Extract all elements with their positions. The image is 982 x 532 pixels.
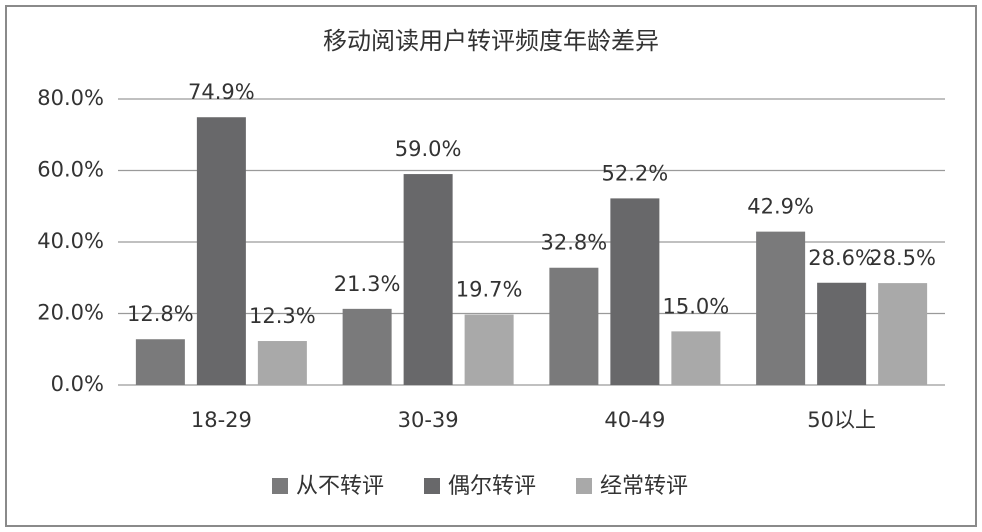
value-label: 28.6%	[808, 246, 875, 270]
y-tick-label: 40.0%	[37, 229, 104, 253]
bar	[403, 174, 453, 385]
value-label: 12.3%	[249, 304, 316, 328]
legend-swatch	[272, 478, 288, 494]
value-label: 74.9%	[188, 80, 255, 104]
value-label: 21.3%	[334, 272, 401, 296]
y-tick-label: 0.0%	[51, 372, 104, 396]
bar	[817, 282, 867, 385]
bar	[878, 283, 928, 385]
value-label: 32.8%	[541, 231, 608, 255]
y-tick-label: 60.0%	[37, 158, 104, 182]
value-label: 52.2%	[602, 161, 669, 185]
y-tick-label: 20.0%	[37, 301, 104, 325]
bar	[342, 308, 392, 385]
x-tick-label: 30-39	[398, 408, 459, 432]
legend-swatch	[576, 478, 592, 494]
bar	[671, 331, 721, 385]
legend-swatch	[424, 478, 440, 494]
bar	[135, 339, 185, 385]
bar	[257, 341, 307, 385]
value-label: 12.8%	[127, 302, 194, 326]
legend-label: 偶尔转评	[448, 474, 536, 499]
bar	[464, 314, 514, 385]
y-tick-label: 80.0%	[37, 86, 104, 110]
x-tick-label: 50以上	[807, 408, 876, 432]
legend-label: 从不转评	[296, 474, 384, 499]
chart-title: 移动阅读用户转评频度年龄差异	[323, 27, 659, 55]
value-label: 59.0%	[395, 137, 462, 161]
value-label: 42.9%	[747, 195, 814, 219]
bar	[196, 117, 246, 386]
value-label: 28.5%	[869, 246, 936, 270]
x-tick-label: 18-29	[191, 408, 252, 432]
bar	[549, 267, 599, 385]
chart-frame	[5, 5, 977, 527]
value-label: 19.7%	[456, 278, 523, 302]
bar	[610, 198, 660, 385]
legend-label: 经常转评	[600, 474, 688, 499]
bar	[756, 231, 806, 385]
value-label: 15.0%	[663, 294, 730, 318]
x-tick-label: 40-49	[604, 408, 665, 432]
